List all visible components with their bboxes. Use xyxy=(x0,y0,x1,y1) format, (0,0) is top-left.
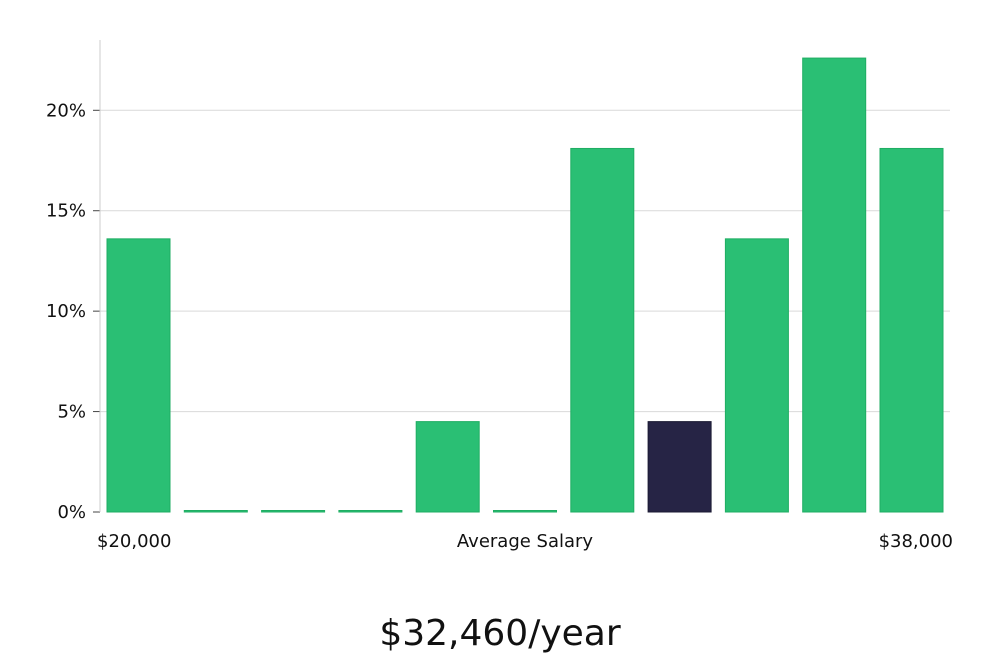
y-tick-label: 10% xyxy=(46,301,86,322)
x-start-label: $20,000 xyxy=(97,531,171,552)
y-tick-label: 5% xyxy=(57,402,86,423)
bar xyxy=(106,238,171,513)
x-end-label: $38,000 xyxy=(879,531,953,552)
bar xyxy=(493,510,557,513)
bar xyxy=(802,57,867,513)
bar xyxy=(724,238,789,513)
bar xyxy=(183,510,248,513)
bar xyxy=(879,147,944,513)
salary-histogram: 0% 5% 10% 15% 20% $20,000 Average Salary $38,00… xyxy=(46,40,953,552)
y-tick-label: 0% xyxy=(57,502,86,523)
bar xyxy=(261,510,326,513)
chart-svg: 0% 5% 10% 15% 20% $20,000 Average Salary $38,00… xyxy=(46,40,953,552)
y-tick-label: 15% xyxy=(46,201,86,222)
average-salary-value: $32,460/year xyxy=(379,613,621,654)
bar xyxy=(415,421,480,513)
x-axis-label: Average Salary xyxy=(457,531,594,552)
bar-highlighted xyxy=(647,421,712,513)
bar xyxy=(338,510,403,513)
bar xyxy=(570,147,635,513)
y-tick-label: 20% xyxy=(46,100,86,121)
